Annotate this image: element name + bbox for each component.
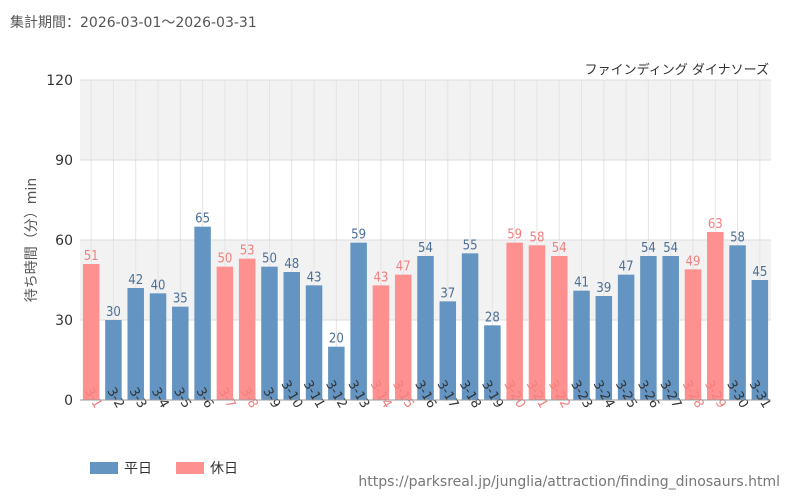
bar: [751, 280, 769, 400]
legend: 平日 休日: [90, 458, 238, 478]
bar-value-label: 59: [507, 228, 522, 243]
bar: [305, 285, 323, 400]
bar: [439, 301, 457, 400]
bar: [261, 266, 278, 400]
y-tick-label: 30: [55, 313, 73, 329]
legend-label-weekday: 平日: [124, 461, 152, 477]
bar-value-label: 53: [240, 244, 255, 259]
bar-value-label: 39: [596, 281, 611, 296]
bar-value-label: 58: [730, 230, 745, 245]
legend-label-holiday: 休日: [210, 461, 238, 477]
bar: [573, 290, 590, 400]
bar: [105, 320, 122, 400]
bar: [82, 264, 100, 400]
legend-item-holiday: 休日: [176, 458, 238, 478]
bar-value-label: 51: [84, 249, 99, 264]
bar: [417, 256, 434, 400]
bar-value-label: 54: [552, 241, 567, 256]
bar-value-label: 37: [440, 286, 455, 301]
bar-value-label: 54: [641, 241, 656, 256]
bar: [506, 242, 523, 400]
bar: [484, 325, 501, 400]
bar: [283, 272, 301, 400]
bar-value-label: 59: [351, 228, 366, 243]
period-label: 集計期間：2026-03-01～2026-03-31: [10, 15, 257, 31]
bar-value-label: 50: [217, 252, 232, 267]
bar-value-label: 50: [262, 252, 277, 267]
bar-value-label: 35: [173, 292, 188, 307]
bar-value-label: 47: [619, 260, 634, 275]
bar: [172, 306, 189, 400]
bar-value-label: 54: [663, 241, 678, 256]
bar-value-label: 63: [708, 217, 723, 232]
bar-value-label: 47: [396, 260, 411, 275]
bar: [595, 296, 613, 400]
bar: [640, 256, 657, 400]
bar-value-label: 40: [151, 278, 166, 293]
bar: [238, 258, 256, 400]
bar-value-label: 58: [530, 230, 545, 245]
bar: [528, 245, 546, 400]
bar: [684, 269, 702, 400]
bar: [194, 226, 211, 400]
bar: [617, 274, 635, 400]
source-url: https://parksreal.jp/junglia/attraction/…: [358, 474, 780, 490]
legend-swatch-weekday: [90, 462, 118, 474]
bar-value-label: 20: [329, 332, 344, 347]
y-tick-label: 0: [64, 393, 73, 409]
bar: [350, 242, 367, 400]
bar-value-label: 28: [485, 310, 500, 325]
legend-swatch-holiday: [176, 462, 204, 474]
bar: [394, 274, 412, 400]
bar-value-label: 49: [686, 254, 701, 269]
bar: [461, 253, 479, 400]
bar: [707, 232, 724, 400]
bar-value-label: 54: [418, 241, 433, 256]
y-tick-label: 120: [46, 73, 73, 89]
y-tick-label: 90: [55, 153, 73, 169]
bar: [550, 256, 568, 400]
bar: [662, 256, 679, 400]
bar: [729, 245, 746, 400]
bar: [149, 293, 167, 400]
bar-value-label: 48: [284, 257, 299, 272]
bar: [372, 285, 390, 400]
bar-value-label: 43: [307, 270, 322, 285]
legend-item-weekday: 平日: [90, 458, 152, 478]
bar: [216, 266, 234, 400]
bar-value-label: 41: [574, 276, 589, 291]
bar: [127, 288, 144, 400]
bar-value-label: 45: [752, 265, 767, 280]
bar-value-label: 30: [106, 305, 121, 320]
chart-title: ファインディング ダイナソーズ: [585, 62, 769, 78]
bar-value-label: 55: [463, 238, 478, 253]
bar-value-label: 43: [373, 270, 388, 285]
y-tick-label: 60: [55, 233, 73, 249]
bar-value-label: 65: [195, 212, 210, 227]
y-axis-label: 待ち時間（分）min: [24, 178, 40, 302]
bar: [328, 346, 345, 400]
bar-value-label: 42: [128, 273, 143, 288]
